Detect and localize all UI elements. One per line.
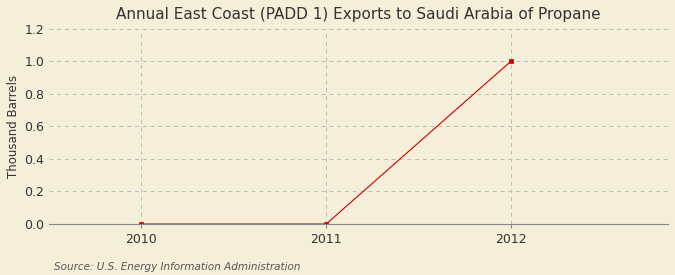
Text: Source: U.S. Energy Information Administration: Source: U.S. Energy Information Administ…: [54, 262, 300, 272]
Y-axis label: Thousand Barrels: Thousand Barrels: [7, 75, 20, 178]
Title: Annual East Coast (PADD 1) Exports to Saudi Arabia of Propane: Annual East Coast (PADD 1) Exports to Sa…: [116, 7, 601, 22]
